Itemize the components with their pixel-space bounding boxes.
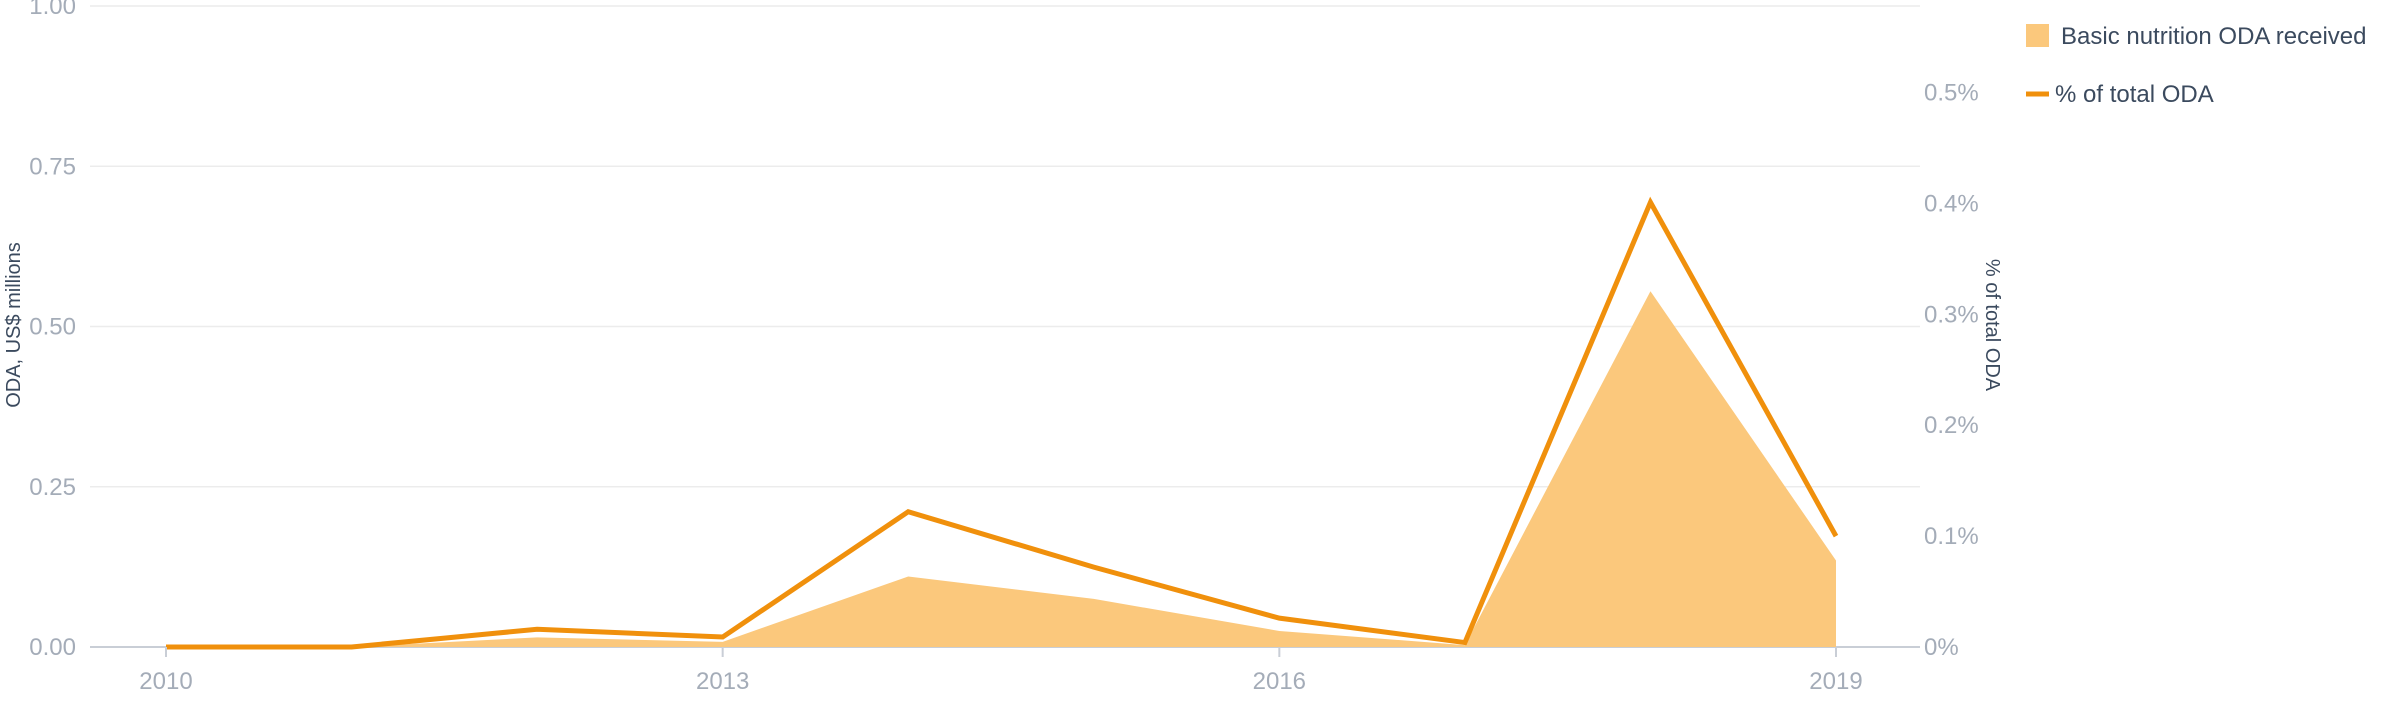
x-tick-label: 2013 [696, 668, 749, 695]
y-right-tick-label: 0.3% [1924, 301, 1979, 328]
area-series-basic-nutrition [166, 291, 1836, 647]
y-right-tick-label: 0.5% [1924, 80, 1979, 107]
legend-label: Basic nutrition ODA received [2061, 23, 2366, 50]
legend-label: % of total ODA [2055, 81, 2214, 108]
y-right-tick-label: 0.4% [1924, 190, 1979, 217]
area-series-layer [166, 291, 1836, 647]
y-left-tick-label: 0.75 [29, 153, 76, 180]
y-right-tick-label: 0.1% [1924, 523, 1979, 550]
y-right-axis-title: % of total ODA [1981, 259, 2003, 392]
y-right-tick-label: 0% [1924, 634, 1959, 661]
y-left-tick-label: 1.00 [29, 0, 76, 20]
x-tick-label: 2016 [1253, 668, 1306, 695]
y-left-axis-title: ODA, US$ millions [3, 242, 25, 408]
y-left-tick-label: 0.00 [29, 634, 76, 661]
y-left-tick-label: 0.50 [29, 314, 76, 341]
x-tick-label: 2010 [139, 668, 192, 695]
legend[interactable]: Basic nutrition ODA received % of total O… [2026, 23, 2366, 108]
legend-item-pct-total-oda[interactable]: % of total ODA [2026, 81, 2214, 108]
legend-item-basic-nutrition[interactable]: Basic nutrition ODA received [2026, 23, 2366, 50]
legend-swatch-area [2026, 24, 2049, 47]
y-left-tick-label: 0.25 [29, 474, 76, 501]
x-tick-label: 2019 [1809, 668, 1862, 695]
y-right-tick-label: 0.2% [1924, 412, 1979, 439]
